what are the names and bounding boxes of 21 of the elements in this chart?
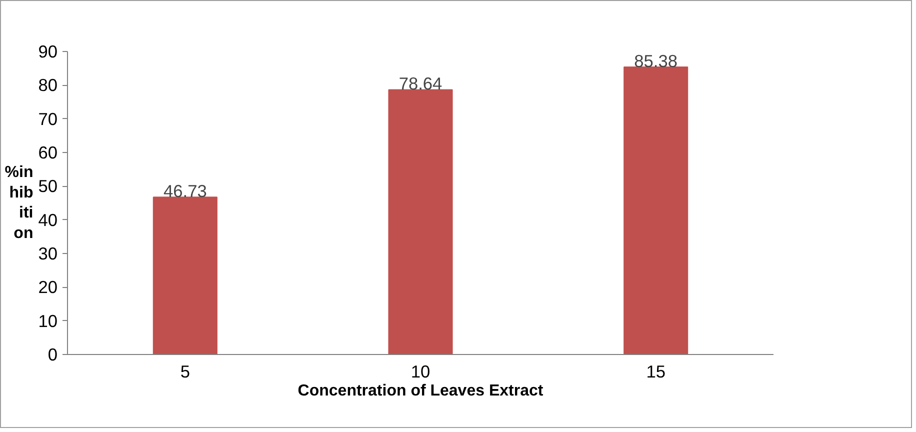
y-tick-label: 50	[38, 176, 58, 196]
y-tick-label: 10	[38, 310, 58, 331]
bar	[152, 196, 218, 354]
x-tick-label: 5	[180, 362, 190, 382]
y-tick-label: 30	[38, 244, 58, 264]
data-label: 78.64	[398, 74, 443, 94]
y-tick-label: 90	[38, 42, 58, 62]
x-tick-label: 10	[410, 362, 430, 382]
y-tick-label: 80	[38, 75, 58, 96]
data-label: 85.38	[634, 51, 678, 72]
data-label: 46.73	[163, 181, 207, 202]
y-tick-label: 40	[38, 210, 58, 230]
bar	[624, 66, 688, 354]
bar	[388, 89, 453, 354]
y-tick-label: 0	[48, 344, 58, 364]
x-axis-title: Concentration of Leaves Extract	[298, 382, 544, 400]
y-tick-label: 20	[38, 277, 58, 298]
y-axis-title: %inhibition	[4, 164, 34, 242]
y-tick-label: 60	[38, 142, 58, 162]
x-tick-label: 15	[646, 362, 666, 382]
y-tick-label: 70	[38, 108, 58, 129]
